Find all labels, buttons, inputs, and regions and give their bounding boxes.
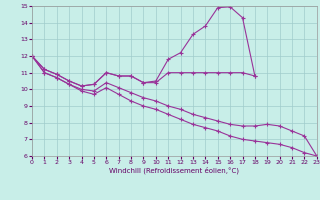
X-axis label: Windchill (Refroidissement éolien,°C): Windchill (Refroidissement éolien,°C) bbox=[109, 167, 239, 174]
